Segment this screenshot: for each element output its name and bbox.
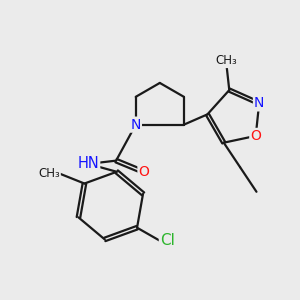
Text: O: O xyxy=(139,165,149,179)
Text: N: N xyxy=(130,118,141,132)
Text: CH₃: CH₃ xyxy=(215,54,237,67)
Text: N: N xyxy=(254,96,264,110)
Text: Cl: Cl xyxy=(160,233,175,248)
Text: CH₃: CH₃ xyxy=(38,167,60,180)
Text: HN: HN xyxy=(77,156,99,171)
Text: O: O xyxy=(250,129,261,143)
